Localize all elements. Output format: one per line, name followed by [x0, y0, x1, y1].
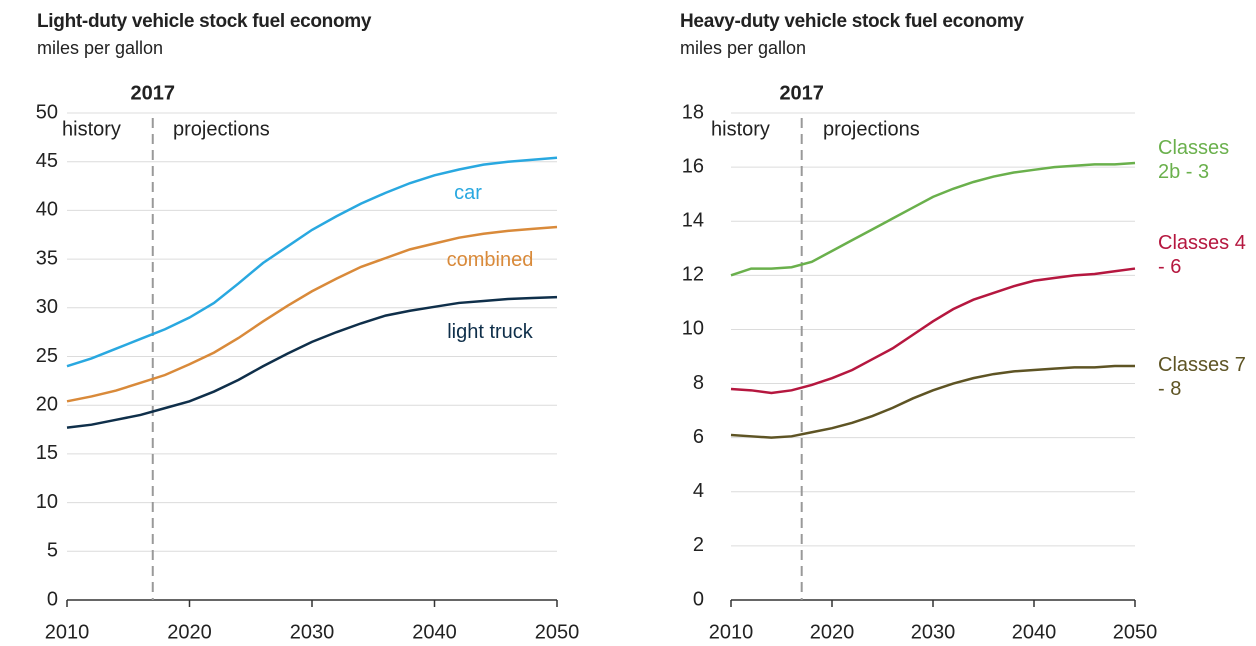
series-line [730, 267, 1136, 395]
x-tick-label: 2040 [412, 621, 457, 643]
series-label: car [454, 182, 482, 204]
series-label: light truck [447, 321, 533, 343]
y-tick-label: 16 [682, 155, 704, 177]
y-tick-label: 10 [682, 318, 704, 340]
series-label: Classes 4 - 6 [1158, 232, 1246, 278]
y-tick-label: 0 [47, 588, 58, 610]
y-tick-label: 14 [682, 210, 704, 232]
x-tick-label: 2020 [810, 621, 855, 643]
annotation: projections [823, 118, 920, 140]
series-line [66, 225, 558, 403]
y-tick-label: 0 [693, 588, 704, 610]
x-tick-label: 2030 [290, 621, 335, 643]
chart-subtitle: miles per gallon [680, 38, 806, 58]
series-label: Classes 7 - 8 [1158, 354, 1246, 400]
y-tick-label: 8 [693, 372, 704, 394]
series-line [66, 295, 558, 429]
x-tick-label: 2050 [1113, 621, 1158, 643]
divider-label: 2017 [779, 82, 824, 104]
chart-subtitle: miles per gallon [37, 38, 163, 58]
x-tick-label: 2010 [45, 621, 90, 643]
annotation: projections [173, 118, 270, 140]
x-tick-label: 2010 [709, 621, 754, 643]
series-line [730, 161, 1136, 277]
y-tick-label: 45 [36, 150, 58, 172]
y-tick-label: 15 [36, 442, 58, 464]
annotation: history [711, 118, 770, 140]
y-tick-label: 18 [682, 101, 704, 123]
y-tick-label: 25 [36, 345, 58, 367]
x-tick-label: 2030 [911, 621, 956, 643]
y-tick-label: 5 [47, 540, 58, 562]
series-label: combined [446, 249, 534, 271]
annotation: history [62, 118, 121, 140]
series-line [66, 156, 558, 368]
y-tick-label: 2 [693, 534, 704, 556]
y-tick-label: 4 [693, 480, 704, 502]
y-tick-label: 10 [36, 491, 58, 513]
y-tick-label: 35 [36, 247, 58, 269]
x-tick-label: 2020 [167, 621, 212, 643]
x-tick-label: 2040 [1012, 621, 1057, 643]
y-tick-label: 50 [36, 101, 58, 123]
x-tick-label: 2050 [535, 621, 580, 643]
y-tick-label: 30 [36, 296, 58, 318]
y-tick-label: 6 [693, 426, 704, 448]
y-tick-label: 20 [36, 393, 58, 415]
chart-title: Heavy-duty vehicle stock fuel economy [680, 11, 1024, 32]
series-label: Classes 2b - 3 [1158, 137, 1230, 183]
series-line [730, 364, 1135, 439]
chart-title: Light-duty vehicle stock fuel economy [37, 11, 372, 32]
divider-label: 2017 [131, 82, 176, 104]
y-tick-label: 40 [36, 199, 58, 221]
y-tick-label: 12 [682, 264, 704, 286]
